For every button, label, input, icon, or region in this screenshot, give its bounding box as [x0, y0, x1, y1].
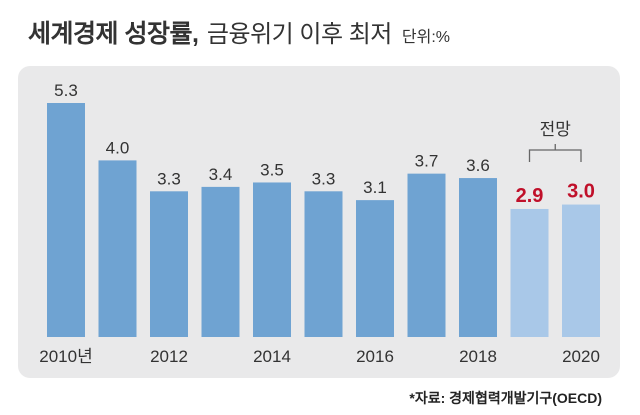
bar-2020: [562, 204, 600, 337]
bar-2010: [47, 103, 85, 337]
x-tick-label-2018: 2018: [459, 347, 497, 366]
value-label-2019: 2.9: [516, 185, 544, 207]
bar-2012: [150, 191, 188, 337]
bar-2018: [459, 178, 497, 337]
unit-label: 단위:%: [401, 29, 451, 46]
forecast-label: 전망: [540, 120, 572, 139]
bar-2016: [356, 200, 394, 337]
value-label-2016: 3.1: [363, 178, 387, 197]
value-label-2014: 3.5: [260, 160, 284, 179]
chart-title: 세계경제 성장률 , 금융위기 이후 최저 단위:%: [28, 14, 450, 58]
x-tick-label-2014: 2014: [253, 347, 291, 366]
source-note: *자료: 경제협력개발기구(OECD): [409, 390, 602, 406]
x-tick-label-2010: 2010년: [39, 347, 92, 366]
x-tick-label-2012: 2012: [150, 347, 188, 366]
value-label-2018: 3.6: [466, 156, 490, 175]
title-comma: ,: [191, 20, 199, 48]
value-label-2020: 3.0: [567, 181, 595, 203]
bar-2017: [407, 173, 446, 337]
value-label-2015: 3.3: [312, 169, 336, 188]
title-subtitle: 금융위기 이후 최저: [206, 21, 392, 48]
value-label-2010: 5.3: [54, 81, 78, 100]
forecast-bracket: [528, 144, 582, 162]
value-label-2012: 3.3: [157, 169, 181, 188]
bar-2013: [201, 186, 240, 337]
value-label-2013: 3.4: [209, 165, 233, 184]
bar-2015: [304, 191, 343, 337]
value-label-2011: 4.0: [106, 138, 130, 157]
x-tick-label-2016: 2016: [356, 347, 394, 366]
chart-panel: 5.3 4.0 3.3 3.4 3.5 3.3 3.1 3.7 3.6 2.9 3.0 2010년 20…: [18, 66, 620, 378]
value-label-2017: 3.7: [415, 152, 439, 171]
bar-2011: [98, 160, 137, 337]
x-tick-label-2020: 2020: [562, 347, 600, 366]
bar-chart: 5.3 4.0 3.3 3.4 3.5 3.3 3.1 3.7 3.6 2.9 3.0 2010년 20…: [39, 81, 600, 366]
title-main: 세계경제 성장률: [28, 20, 192, 48]
bar-2014: [253, 182, 291, 337]
bar-2019: [510, 208, 549, 337]
